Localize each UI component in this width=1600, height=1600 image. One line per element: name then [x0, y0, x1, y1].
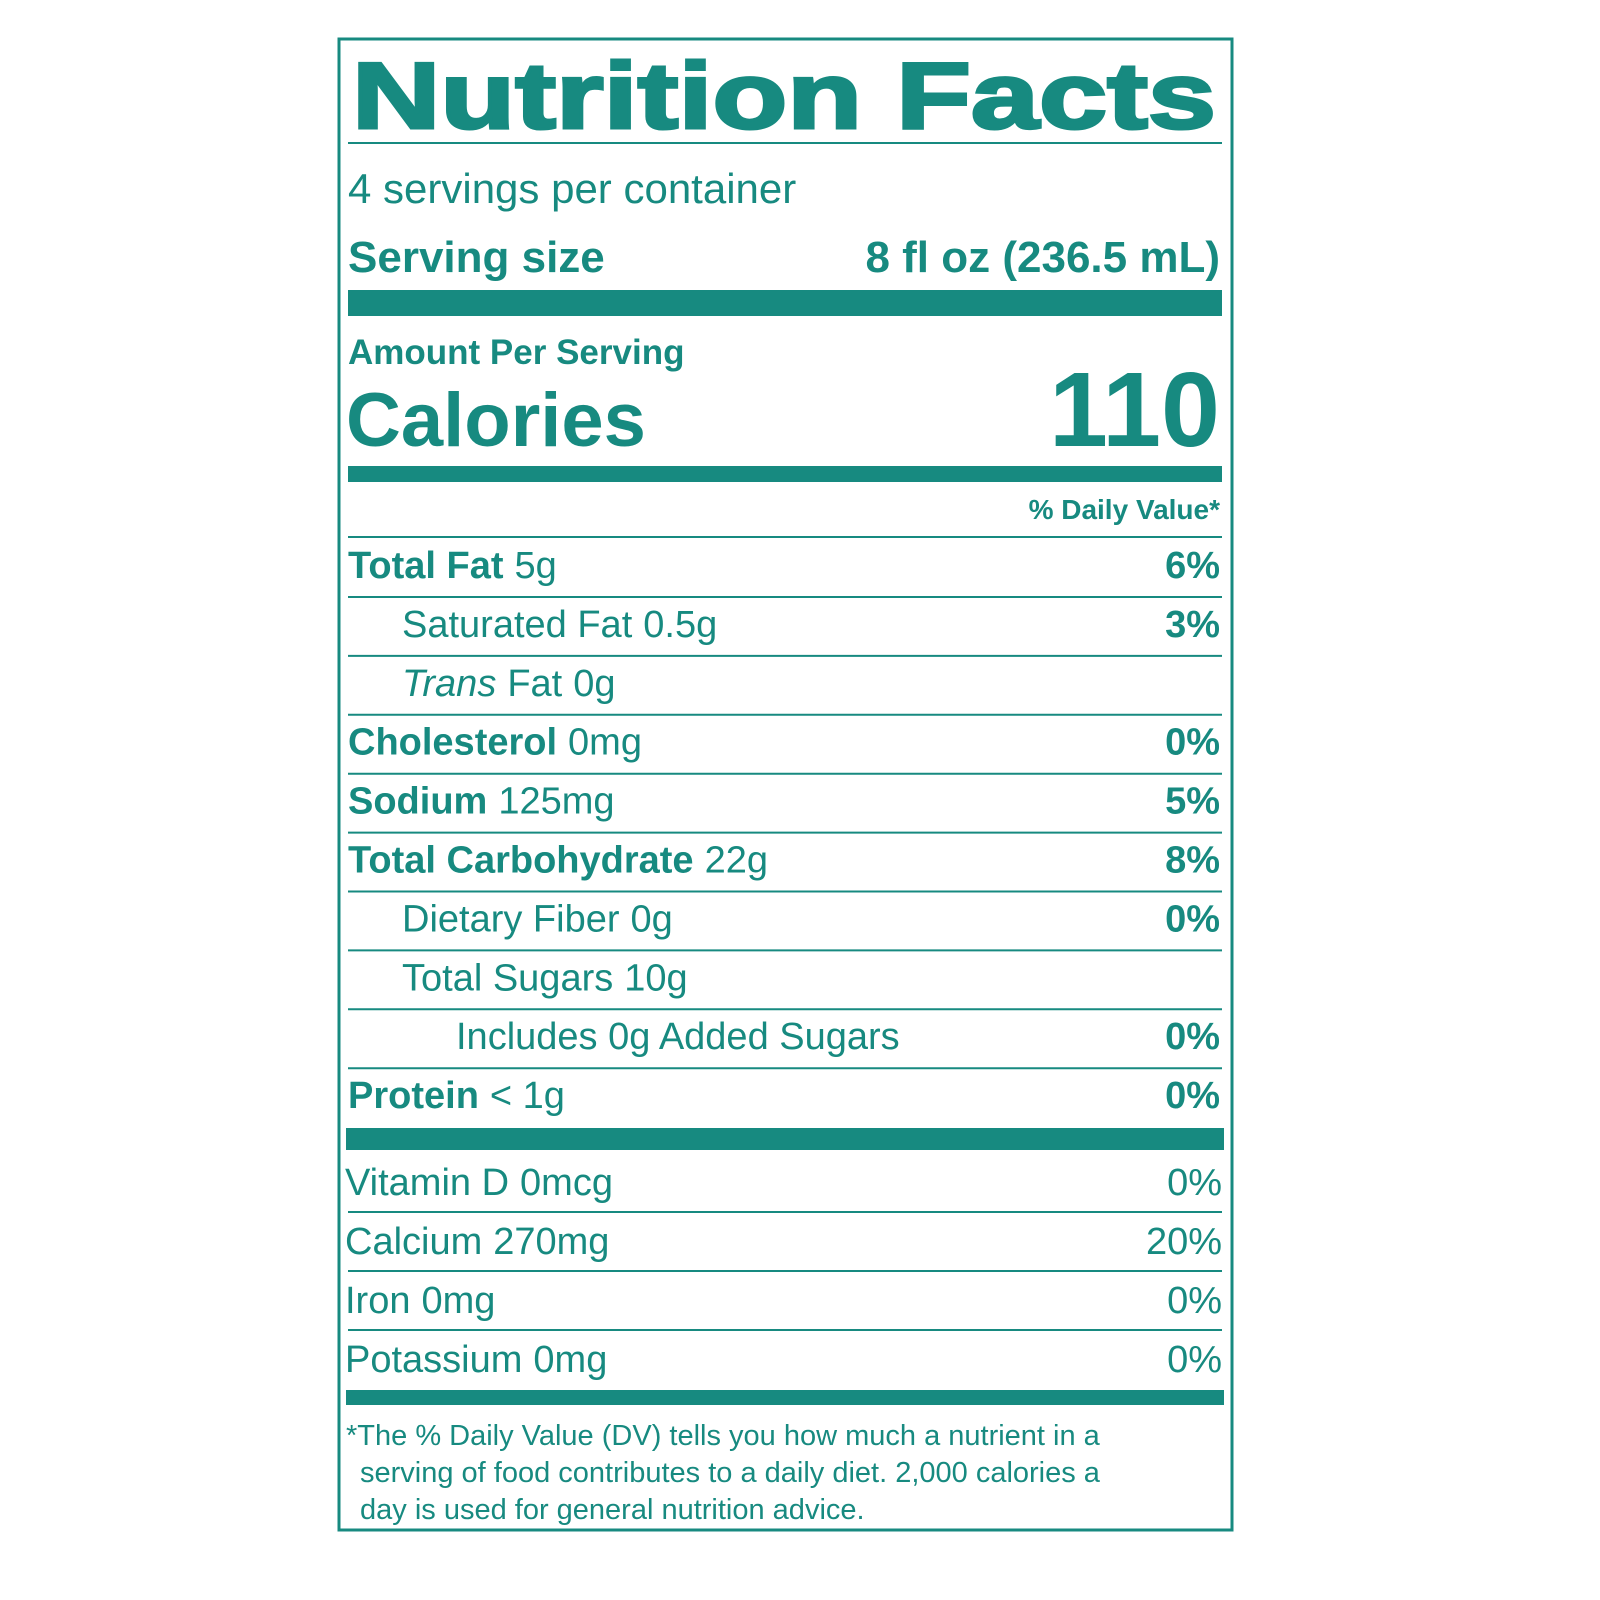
nutrient-amount: 125mg — [498, 781, 614, 823]
nutrient-amount: 0g — [573, 663, 615, 705]
vitamin-dv: 20% — [1146, 1221, 1222, 1263]
nutrient-amount: 0.5g — [643, 604, 717, 646]
nutrient-dv: 8% — [1165, 840, 1220, 882]
vitamin-amount: 0mg — [533, 1339, 607, 1381]
vitamin-dv: 0% — [1167, 1280, 1222, 1322]
nutrient-row: Saturated Fat 0.5g — [402, 604, 717, 646]
vitamin-name: Potassium — [345, 1339, 522, 1381]
vitamin-row: Calcium 270mg — [345, 1221, 609, 1263]
nutrient-row: Total Sugars 10g — [402, 957, 688, 999]
nutrient-dv: 6% — [1165, 545, 1220, 587]
nutrient-name: Includes 0g Added Sugars — [456, 1016, 900, 1058]
nutrient-amount: 10g — [624, 957, 687, 999]
amount-per-serving: Amount Per Serving — [348, 333, 684, 372]
nutrient-dv: 0% — [1165, 1075, 1220, 1117]
footnote-line: serving of food contributes to a daily d… — [360, 1457, 1101, 1489]
nutrient-row: Includes 0g Added Sugars — [456, 1016, 900, 1058]
thick-bar — [346, 1390, 1224, 1405]
thick-bar — [348, 290, 1222, 316]
nutrient-row: Dietary Fiber 0g — [402, 898, 673, 940]
label-border — [337, 37, 1234, 1532]
nutrient-row: Trans Fat 0g — [402, 663, 616, 705]
thick-bar — [348, 466, 1222, 482]
title: Nutrition Facts — [352, 43, 1216, 148]
nutrient-row: Sodium 125mg — [348, 781, 615, 823]
thick-bar — [346, 1128, 1224, 1150]
nutrient-name: Total Sugars — [402, 957, 613, 999]
nutrient-dv: 3% — [1165, 604, 1220, 646]
nutrient-amount: 5g — [515, 545, 557, 587]
vitamin-row: Vitamin D 0mcg — [345, 1162, 613, 1204]
vitamin-dv: 0% — [1167, 1162, 1222, 1204]
nutrient-row: Protein < 1g — [348, 1075, 565, 1117]
nutrient-amount: < 1g — [490, 1075, 565, 1117]
vitamin-row: Iron 0mg — [345, 1280, 495, 1322]
vitamin-dv: 0% — [1167, 1339, 1222, 1381]
vitamin-name: Calcium — [345, 1221, 482, 1263]
nutrient-name: Cholesterol — [348, 722, 557, 764]
serving-size-label: Serving size — [348, 233, 605, 282]
footnote-line: day is used for general nutrition advice… — [360, 1494, 865, 1526]
nutrient-name: Fat — [507, 663, 562, 705]
serving-size-value: 8 fl oz (236.5 mL) — [865, 233, 1220, 282]
vitamin-name: Vitamin D — [345, 1162, 509, 1204]
nutrient-dv: 0% — [1165, 722, 1220, 764]
vitamin-name: Iron — [345, 1280, 410, 1322]
nutrient-name: Saturated Fat — [402, 604, 633, 646]
nutrient-name-italic: Trans — [402, 663, 496, 705]
nutrient-amount: 0mg — [568, 722, 642, 764]
nutrient-dv: 5% — [1165, 781, 1220, 823]
vitamin-amount: 270mg — [493, 1221, 609, 1263]
nutrient-amount: 22g — [705, 840, 768, 882]
servings: 4 servings per container — [348, 165, 796, 212]
nutrient-dv: 0% — [1165, 898, 1220, 940]
vitamin-amount: 0mcg — [520, 1162, 613, 1204]
nutrient-name: Protein — [348, 1075, 479, 1117]
nutrient-name: Total Fat — [348, 545, 504, 587]
nutrient-amount: 0g — [631, 898, 673, 940]
nutrient-row: Cholesterol 0mg — [348, 722, 642, 764]
nutrient-row: Total Carbohydrate 22g — [348, 840, 768, 882]
calories-value: 110 — [1049, 351, 1220, 469]
nutrient-dv: 0% — [1165, 1016, 1220, 1058]
nutrient-name: Dietary Fiber — [402, 898, 620, 940]
nutrient-name: Total Carbohydrate — [348, 840, 694, 882]
calories-label: Calories — [346, 378, 646, 463]
vitamin-amount: 0mg — [421, 1280, 495, 1322]
vitamin-row: Potassium 0mg — [345, 1339, 607, 1381]
daily-value-header: % Daily Value* — [1029, 494, 1221, 525]
nutrient-row: Total Fat 5g — [348, 545, 557, 587]
footnote-line: *The % Daily Value (DV) tells you how mu… — [346, 1420, 1101, 1452]
nutrient-name: Sodium — [348, 781, 487, 823]
